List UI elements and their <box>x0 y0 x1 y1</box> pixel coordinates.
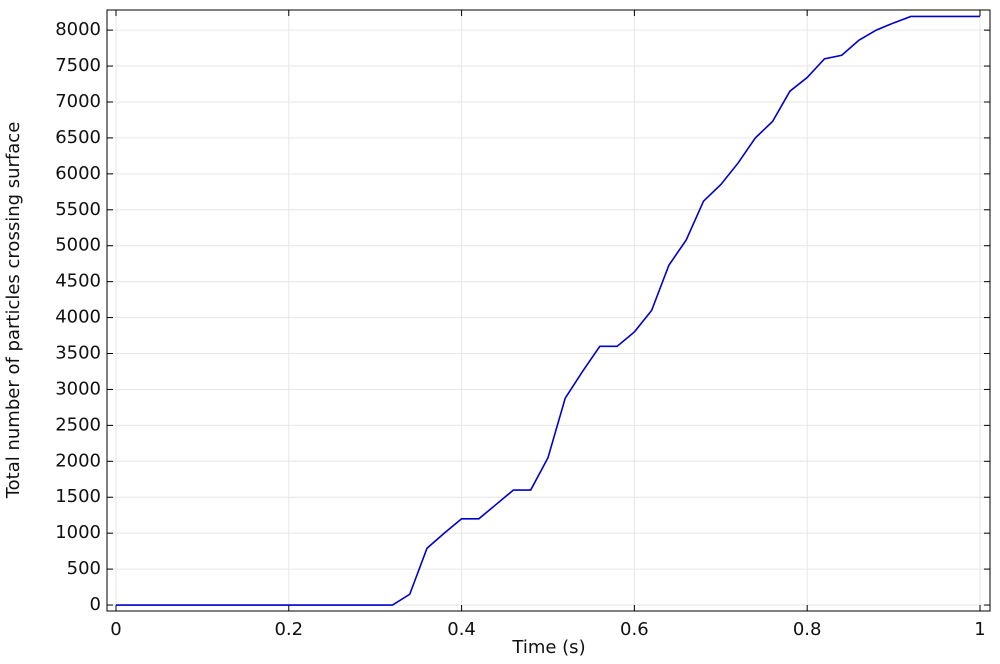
x-tick-label: 0 <box>110 619 121 640</box>
x-tick-label: 0.8 <box>793 619 822 640</box>
y-tick-label: 0 <box>90 594 101 615</box>
x-tick-label: 1 <box>974 619 985 640</box>
y-tick-label: 5000 <box>55 235 101 256</box>
y-tick-label: 8000 <box>55 19 101 40</box>
x-tick-label: 0.2 <box>274 619 303 640</box>
y-tick-label: 4500 <box>55 271 101 292</box>
y-axis-label: Total number of particles crossing surfa… <box>3 122 24 500</box>
x-axis-label: Time (s) <box>511 637 585 658</box>
y-tick-label: 6000 <box>55 163 101 184</box>
data-line <box>115 15 980 606</box>
y-tick-label: 7500 <box>55 55 101 76</box>
y-tick-label: 5500 <box>55 199 101 220</box>
plot-frame <box>106 9 991 612</box>
y-tick-label: 1500 <box>55 486 101 507</box>
y-tick-label: 2000 <box>55 450 101 471</box>
y-tick-label: 3500 <box>55 343 101 364</box>
x-tick-label: 0.6 <box>620 619 649 640</box>
y-tick-label: 500 <box>67 558 101 579</box>
y-tick-label: 2500 <box>55 414 101 435</box>
y-tick-label: 4000 <box>55 307 101 328</box>
y-tick-label: 1000 <box>55 522 101 543</box>
y-tick-label: 7000 <box>55 91 101 112</box>
y-tick-label: 3000 <box>55 378 101 399</box>
y-tick-label: 6500 <box>55 127 101 148</box>
x-tick-label: 0.4 <box>447 619 476 640</box>
